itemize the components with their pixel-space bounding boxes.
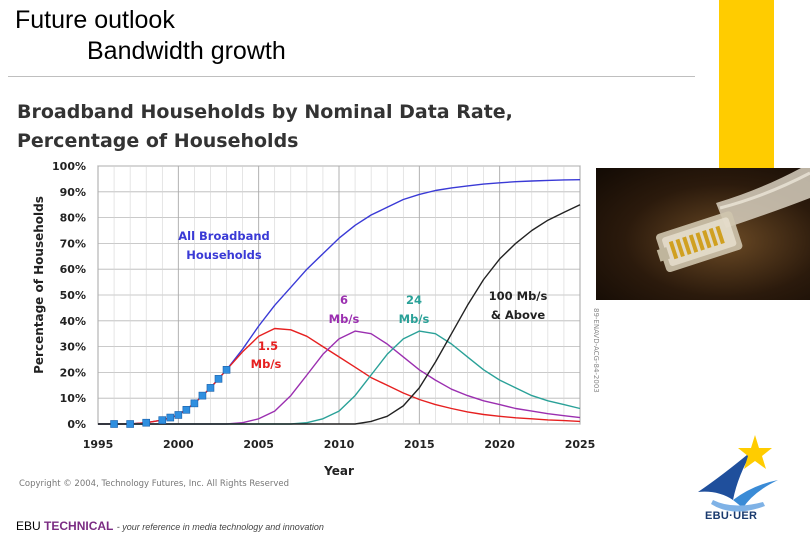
chart-title-line-2: Percentage of Households (17, 130, 298, 152)
title-line-1: Future outlook (15, 6, 175, 34)
x-tick-label: 2005 (243, 438, 274, 451)
data-marker (206, 384, 215, 392)
data-marker (190, 399, 199, 408)
annotation-label: All Broadband (178, 229, 270, 243)
y-tick-label: 10% (60, 392, 86, 405)
annotation-label: Mb/s (329, 312, 360, 326)
x-tick-label: 2025 (565, 438, 596, 451)
chart-ticks: 0% 10% 20% 30% 40% 50% 60% 70% 80% 90% 100% 1995 200… (52, 160, 595, 451)
chart-title-line-1: Broadband Households by Nominal Data Rat… (17, 101, 513, 123)
cable-illustration (656, 168, 810, 273)
footer-tagline: - your reference in media technology and… (116, 522, 324, 532)
annotation-label: 24 (406, 293, 422, 307)
data-marker (158, 416, 167, 424)
chart-annotations: All Broadband Households 1.5 Mb/s 6 Mb/s 24 Mb/… (178, 229, 547, 371)
x-tick-label: 2000 (163, 438, 194, 451)
footer: EBU TECHNICAL - your reference in media … (16, 519, 324, 533)
y-tick-label: 50% (60, 289, 86, 302)
data-marker (174, 411, 183, 419)
ethernet-cable-photo-icon (596, 168, 810, 300)
title-divider (8, 76, 695, 77)
data-marker (198, 391, 207, 400)
x-tick-label: 2010 (324, 438, 355, 451)
x-tick-label: 2015 (404, 438, 435, 451)
annotation-label: Mb/s (399, 312, 430, 326)
data-marker (142, 418, 150, 427)
y-tick-label: 20% (60, 366, 86, 379)
y-tick-label: 100% (52, 160, 86, 173)
y-tick-label: 40% (60, 315, 86, 328)
y-tick-label: 30% (60, 341, 86, 354)
ebu-logo-text: EBU·UER (705, 510, 758, 522)
data-marker (222, 366, 231, 374)
chart-copyright: Copyright © 2004, Technology Futures, In… (19, 479, 289, 489)
ebu-star-logo-icon (698, 435, 778, 512)
chart-side-credit: 89-ENAVD-ACG-84-2003 (592, 308, 600, 393)
x-tick-label: 2020 (484, 438, 515, 451)
annotation-label: & Above (491, 308, 546, 322)
y-tick-label: 0% (67, 418, 86, 431)
title-line-2: Bandwidth growth (87, 37, 286, 65)
accent-bar (719, 0, 774, 168)
footer-org: EBU (16, 519, 41, 533)
annotation-label: 100 Mb/s (489, 289, 548, 303)
annotation-label: 6 (340, 293, 348, 307)
data-marker (182, 406, 191, 414)
data-marker (166, 413, 175, 422)
chart-grid (97, 165, 581, 425)
chart-markers (110, 366, 231, 428)
series-line-4 (98, 204, 581, 425)
y-tick-label: 80% (60, 212, 86, 225)
y-axis-label: Percentage of Households (32, 196, 46, 374)
annotation-label: 1.5 (258, 339, 278, 353)
footer-technical: TECHNICAL (44, 519, 114, 533)
annotation-label: Mb/s (251, 357, 282, 371)
slide-title: Future outlook Bandwidth growth (15, 5, 286, 67)
annotation-label: Households (186, 248, 262, 262)
y-tick-label: 70% (60, 237, 86, 250)
data-marker (214, 375, 223, 383)
y-tick-label: 90% (60, 186, 86, 199)
y-tick-label: 60% (60, 263, 86, 276)
x-tick-label: 1995 (83, 438, 114, 451)
data-marker (126, 420, 134, 428)
bandwidth-chart: Broadband Households by Nominal Data Rat… (17, 101, 600, 489)
data-marker (110, 420, 118, 428)
x-axis-label: Year (323, 464, 354, 478)
